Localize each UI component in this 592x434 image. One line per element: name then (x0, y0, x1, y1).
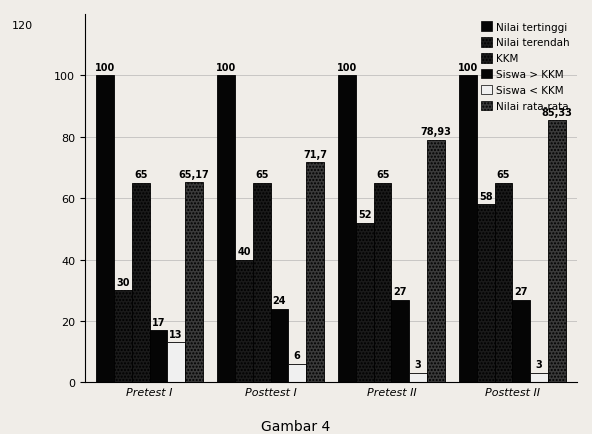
Text: 3: 3 (536, 360, 542, 370)
Text: 3: 3 (415, 360, 422, 370)
Bar (548, 121, 566, 382)
Text: 65,17: 65,17 (179, 169, 209, 179)
Text: 65: 65 (255, 170, 268, 180)
Text: 100: 100 (458, 62, 478, 72)
Bar (409, 373, 427, 382)
Text: 52: 52 (358, 210, 372, 220)
Text: 120: 120 (11, 21, 33, 31)
Text: 85,33: 85,33 (542, 108, 572, 118)
Text: 100: 100 (337, 62, 357, 72)
Text: 13: 13 (169, 329, 183, 339)
Text: 27: 27 (514, 286, 528, 296)
Text: 17: 17 (152, 317, 165, 327)
Text: 40: 40 (237, 247, 250, 256)
Bar (513, 300, 530, 382)
Bar (427, 141, 445, 382)
Bar (217, 76, 235, 382)
Bar (459, 76, 477, 382)
Bar (185, 183, 203, 382)
Bar (96, 76, 114, 382)
Bar (271, 309, 288, 382)
Bar (391, 300, 409, 382)
Bar (356, 223, 374, 382)
Text: 58: 58 (479, 191, 493, 201)
Text: 65: 65 (134, 170, 147, 180)
Bar (253, 184, 271, 382)
Text: 24: 24 (273, 296, 286, 306)
Text: 30: 30 (116, 277, 130, 287)
Bar (338, 76, 356, 382)
Text: 27: 27 (394, 286, 407, 296)
Bar (495, 184, 513, 382)
Text: 6: 6 (294, 351, 301, 361)
Text: 78,93: 78,93 (420, 127, 451, 137)
Text: 71,7: 71,7 (303, 149, 327, 159)
Text: 100: 100 (216, 62, 236, 72)
Bar (114, 291, 132, 382)
Bar (235, 260, 253, 382)
Bar (288, 364, 306, 382)
Bar (132, 184, 150, 382)
Text: 65: 65 (497, 170, 510, 180)
Bar (150, 330, 168, 382)
Bar (374, 184, 391, 382)
Bar (306, 163, 324, 382)
Text: 100: 100 (95, 62, 115, 72)
Bar (477, 205, 495, 382)
Legend: Nilai tertinggi, Nilai terendah, KKM, Siswa > KKM, Siswa < KKM, Nilai rata-rata: Nilai tertinggi, Nilai terendah, KKM, Si… (480, 20, 572, 114)
Bar (530, 373, 548, 382)
Text: 65: 65 (376, 170, 390, 180)
Bar (168, 343, 185, 382)
Text: Gambar 4: Gambar 4 (262, 419, 330, 433)
